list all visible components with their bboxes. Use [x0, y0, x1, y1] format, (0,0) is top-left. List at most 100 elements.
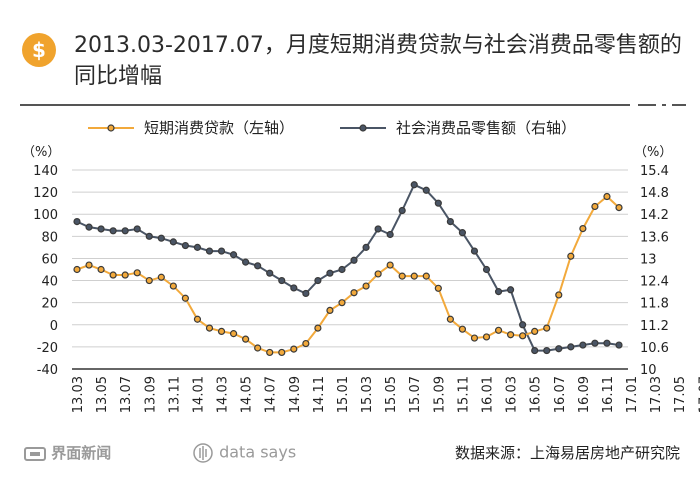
x-tick-label: 13.03	[71, 376, 86, 413]
series-1-point	[205, 324, 214, 332]
right-axis-unit: （%）	[634, 145, 672, 160]
right-tick-label: 10.6	[640, 341, 669, 356]
data-says-logo-icon	[193, 443, 213, 463]
series-2-point	[157, 234, 165, 242]
series-1-point	[181, 294, 189, 302]
series-1-point	[615, 203, 623, 212]
x-tick-label: 15.09	[432, 376, 447, 413]
series-1-point	[266, 348, 274, 357]
series-2-point	[555, 345, 563, 353]
series-1-point	[217, 327, 226, 336]
series-2-point	[386, 230, 394, 239]
x-axis-ticks: 13.03 13.05 13.07 13.09 13.11 14.01 14.03 14.05…	[71, 376, 700, 413]
series-1-point	[398, 272, 406, 280]
series-1-point	[193, 315, 202, 323]
left-tick-label: 120	[33, 186, 58, 201]
series-1-point	[229, 330, 238, 338]
series-2-point	[145, 232, 153, 240]
series-2-point	[531, 346, 539, 355]
series-2-point	[603, 339, 611, 347]
title-divider-dash	[638, 104, 656, 106]
series-2-point	[302, 289, 310, 298]
series-1-point	[567, 252, 575, 260]
series-1-point	[314, 324, 322, 332]
right-tick-label: 10	[640, 363, 657, 378]
x-tick-label: 17.03	[649, 376, 664, 413]
series-2-point	[85, 223, 93, 231]
x-tick-label: 15.01	[336, 376, 351, 413]
left-tick-label: 20	[41, 297, 58, 312]
footer-brand-text: 界面新闻	[51, 444, 112, 462]
series-2-point	[133, 225, 141, 233]
right-tick-label: 14.8	[640, 186, 669, 201]
series-2-point	[350, 256, 358, 264]
footer-brand: 界面新闻	[24, 442, 111, 463]
series-2-point	[73, 217, 81, 226]
left-tick-label: 140	[33, 164, 58, 179]
x-tick-label: 15.11	[456, 376, 471, 413]
series-2-point	[97, 225, 105, 233]
series-2-point	[458, 229, 467, 237]
footer-brand-secondary-text: data says	[219, 442, 297, 462]
series-2-point	[410, 181, 418, 189]
dollar-icon: $	[22, 33, 56, 67]
series-2-point	[254, 262, 262, 270]
series-2-point	[326, 269, 334, 277]
series-1-point	[507, 331, 515, 339]
x-tick-label: 16.05	[529, 376, 544, 413]
series-1-point	[410, 272, 418, 280]
series-2-point	[446, 217, 454, 226]
series-2-point	[579, 341, 587, 349]
x-tick-label: 16.01	[481, 376, 496, 413]
series-2-line	[76, 183, 620, 352]
series-2-point	[338, 265, 346, 274]
series-1-point	[494, 326, 503, 334]
series-1	[73, 192, 623, 357]
series-1-point	[254, 344, 262, 352]
series-2-point	[591, 339, 599, 347]
series-2-point	[470, 247, 479, 255]
title-divider-dash-end	[672, 104, 686, 106]
series-2-point	[266, 269, 274, 277]
series-1-point	[242, 335, 250, 343]
series-1-point	[326, 306, 334, 315]
legend-marker-2	[359, 124, 367, 132]
left-tick-label: 0	[50, 319, 58, 334]
series-2-point	[121, 227, 129, 235]
series-1-point	[145, 276, 153, 285]
right-axis-ticks: 10 10.6 11.2 11.8 12.4 13 13.6 14.2 14.8 15.4	[640, 164, 669, 378]
x-tick-label: 17.05	[673, 376, 688, 413]
x-tick-label: 14.03	[216, 376, 231, 413]
series-2	[73, 181, 623, 355]
x-tick-label: 16.03	[505, 376, 520, 413]
series-1-point	[278, 348, 286, 357]
series-2-point	[398, 206, 406, 215]
x-tick-label: 16.09	[577, 376, 592, 413]
series-1-point	[422, 272, 430, 280]
left-tick-label: 60	[41, 252, 58, 267]
right-tick-label: 13.6	[640, 230, 669, 245]
series-1-point	[109, 271, 117, 279]
x-tick-label: 16.11	[601, 376, 616, 413]
legend-marker-1	[107, 124, 115, 132]
right-tick-label: 13	[640, 252, 657, 267]
x-tick-label: 15.07	[408, 376, 423, 413]
x-tick-label: 13.05	[95, 376, 110, 413]
series-2-point	[217, 247, 226, 255]
grid-lines	[72, 169, 628, 370]
series-2-point	[519, 321, 527, 329]
left-axis-unit: （%）	[22, 145, 60, 160]
legend-label-1: 短期消费贷款（左轴）	[144, 119, 294, 137]
x-tick-label: 15.03	[360, 376, 375, 413]
series-1-point	[85, 261, 93, 269]
series-2-point	[290, 284, 298, 292]
left-tick-label: -20	[37, 341, 58, 356]
series-2-point	[109, 227, 117, 235]
left-tick-label: 80	[41, 230, 58, 245]
series-2-point	[482, 265, 491, 274]
series-1-point	[374, 270, 382, 278]
series-2-point	[494, 288, 503, 296]
right-tick-label: 11.8	[640, 297, 669, 312]
series-2-point	[422, 186, 430, 194]
news-logo-icon	[24, 446, 46, 461]
